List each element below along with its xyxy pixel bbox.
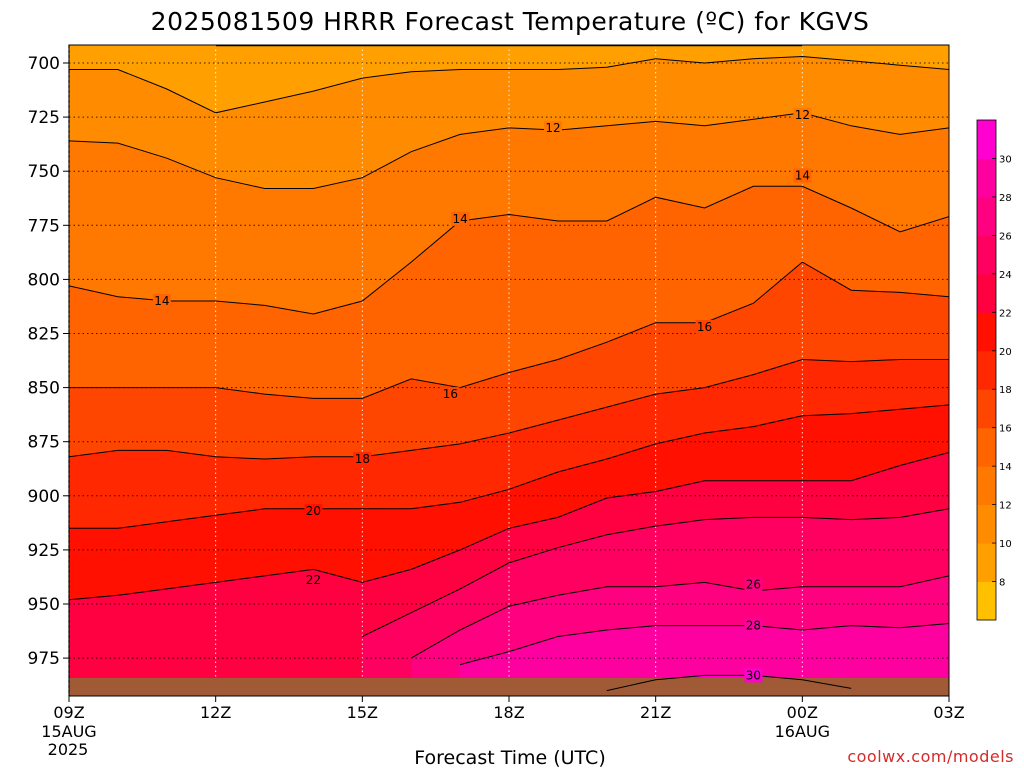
colorbar-bin [977,389,996,429]
contour-label: 22 [306,573,321,587]
colorbar-label: 28 [999,193,1012,204]
y-tick-label: 975 [28,649,60,669]
contour-label-bg [353,452,372,467]
colorbar-bin [977,235,996,275]
contour-label-bg [441,387,460,402]
x-tick-label: 00Z [787,703,818,722]
x-tick-date-label: 15AUG [41,722,96,741]
contour-label: 12 [795,108,810,122]
y-tick-label: 875 [28,433,60,453]
contour-label-bg [152,294,171,309]
y-tick-label: 775 [28,216,60,236]
colorbar-bin [977,273,996,313]
chart-title: 2025081509 HRRR Forecast Temperature (ºC… [151,7,870,36]
contour-label: 30 [746,668,761,682]
colorbar-label: 8 [999,578,1005,589]
colorbar-bin [977,581,996,621]
contour-label-bg [744,668,763,683]
x-axis-label: Forecast Time (UTC) [414,747,605,768]
colorbar-bin [977,466,996,506]
isotherm-line-14 [69,185,949,315]
x-tick-label: 15Z [347,703,378,722]
y-tick-label: 700 [28,54,60,74]
colorbar: 8 10 12 14 16 18 20 22 24 26 28 30 [976,119,1012,621]
isotherm-line-28 [459,623,949,666]
contour-label: 16 [697,320,712,334]
y-tick-label: 750 [28,162,60,182]
isotherm-line-22 [69,452,949,601]
y-tick-label: 850 [28,379,60,399]
contour-label-bg [793,107,812,122]
temperature-fill-layer [69,45,949,696]
colorbar-bin [977,196,996,236]
colorbar-bin [977,158,996,198]
isotherm-line-24 [362,508,949,637]
contour-label-bg [304,573,323,588]
contour-label-bg [744,618,763,633]
contour-label: 18 [355,452,370,466]
x-tick-label: 18Z [493,703,524,722]
y-tick-label: 925 [28,541,60,561]
isotherm-line-18 [69,358,949,460]
surface-layer [69,678,949,696]
y-tick-label: 800 [28,270,60,290]
colorbar-label: 26 [999,231,1012,242]
isotherm-line-10 [69,55,949,114]
colorbar-label: 22 [999,308,1012,319]
contour-label-bg [744,577,763,592]
fill-band-28 [460,623,949,696]
y-axis-ticks: 700 725 750 775 800 825 850 875 900 925 950 975 [28,54,69,669]
colorbar-label: 30 [999,154,1012,165]
y-tick-label: 950 [28,595,60,615]
contour-label: 28 [746,619,761,633]
isotherm-line-20 [69,404,949,529]
colorbar-label: 12 [999,501,1012,512]
colorbar-label: 10 [999,539,1012,550]
isotherm-line-16 [69,261,949,399]
x-tick-year-label: 2025 [48,740,89,759]
contour-label-bg [544,120,562,135]
x-tick-label: 03Z [933,703,964,722]
contour-label: 20 [306,504,321,518]
colorbar-label: 18 [999,385,1012,396]
contour-label: 14 [795,169,810,183]
colorbar-label: 14 [999,462,1012,473]
contour-label: 12 [545,121,560,135]
x-tick-label: 12Z [200,703,231,722]
contour-label-bg [304,503,323,518]
colorbar-bin [977,427,996,467]
contour-label-bg [451,211,470,226]
contour-label-bg [695,320,714,335]
x-tick-label: 21Z [640,703,671,722]
plot-area: 12 12 14 14 14 16 16 18 20 22 26 28 30 [69,45,949,696]
isotherm-line-26 [410,575,949,659]
contour-label: 26 [746,578,761,592]
colorbar-bin [977,504,996,544]
y-tick-label: 825 [28,325,60,345]
colorbar-bin [977,543,996,583]
colorbar-frame [976,119,997,621]
contour-label: 14 [452,212,467,226]
contour-label: 16 [443,387,458,401]
y-tick-label: 725 [28,108,60,128]
credit-text: coolwx.com/models [847,747,1014,766]
colorbar-label: 16 [999,424,1012,435]
contour-label-bg [793,168,812,183]
contour-label: 14 [154,294,169,308]
colorbar-bin [977,312,996,352]
x-tick-label: 09Z [53,703,84,722]
y-tick-label: 900 [28,487,60,507]
grid-layer [69,45,949,678]
x-tick-date-label: 16AUG [775,722,830,741]
isotherm-contour-layer [69,45,949,692]
colorbar-label: 24 [999,270,1012,281]
isotherm-line-30 [606,674,852,692]
colorbar-bin [977,350,996,390]
ground-surface [69,678,949,696]
colorbar-label: 20 [999,347,1012,358]
colorbar-bin [977,120,996,159]
contour-label-layer: 12 12 14 14 14 16 16 18 20 22 26 28 30 [152,107,812,683]
